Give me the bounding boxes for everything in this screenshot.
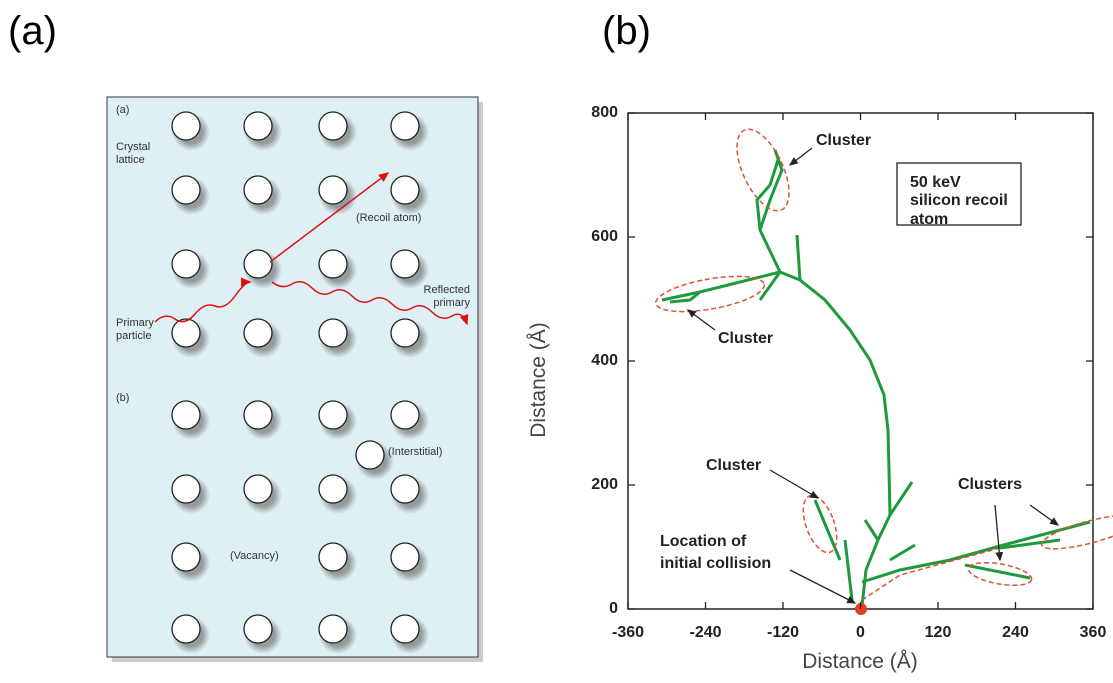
x-tick-label: 120 — [925, 624, 952, 641]
track — [797, 235, 800, 280]
section-label: (b) — [116, 392, 129, 405]
atom — [319, 615, 347, 643]
atom — [172, 250, 200, 278]
atom — [391, 401, 419, 429]
atom — [244, 475, 272, 503]
atom — [319, 250, 347, 278]
x-axis-label: Distance (Å) — [802, 650, 918, 673]
track — [760, 150, 782, 230]
atom — [244, 319, 272, 347]
annotation: Clusters — [958, 476, 1022, 494]
atom — [391, 543, 419, 571]
track — [865, 520, 878, 540]
y-tick-label: 600 — [591, 228, 618, 245]
cluster-outline — [967, 559, 1034, 590]
track — [845, 540, 852, 600]
atom — [172, 475, 200, 503]
atom — [172, 319, 200, 347]
recoil-label: (Recoil atom) — [356, 212, 421, 225]
atom — [391, 475, 419, 503]
interstitial-label: (Interstitial) — [388, 446, 442, 459]
atom — [319, 112, 347, 140]
y-tick-label: 0 — [609, 600, 618, 617]
cluster-outline — [653, 270, 767, 319]
y-axis-label: Distance (Å) — [527, 322, 550, 438]
y-tick-label: 800 — [591, 104, 618, 121]
panel-label: (b) — [602, 8, 651, 54]
pointer — [688, 310, 715, 330]
panel-label: (a) — [8, 8, 57, 54]
annotation: Cluster — [706, 457, 761, 475]
x-tick-label: 0 — [856, 624, 865, 641]
figure: Distance (Å) Distance (Å) -360 -240 -120 0 1… — [0, 0, 1113, 683]
annotation: Cluster — [718, 330, 773, 348]
atom — [391, 112, 419, 140]
atom — [319, 176, 347, 204]
figure-graphics: Distance (Å) Distance (Å) -360 -240 -120 0 1… — [0, 0, 1113, 683]
primary-label: Primary particle — [116, 317, 166, 342]
atom — [244, 615, 272, 643]
atom — [319, 475, 347, 503]
y-tick-label: 400 — [591, 352, 618, 369]
lattice-label: Crystal lattice — [116, 141, 166, 166]
info-box-text: 50 keV silicon recoil atom — [910, 174, 1010, 229]
pointer — [770, 470, 818, 498]
atom — [319, 319, 347, 347]
cluster-outline — [797, 491, 844, 557]
x-tick-label: -240 — [689, 624, 721, 641]
pointer — [790, 148, 812, 165]
y-tick-label: 200 — [591, 476, 618, 493]
atom — [244, 112, 272, 140]
cluster-outline — [726, 122, 799, 219]
atom — [391, 176, 419, 204]
atom — [172, 176, 200, 204]
atom — [244, 176, 272, 204]
track — [890, 545, 915, 560]
annotation: Cluster — [816, 132, 871, 150]
section-label: (a) — [116, 104, 129, 117]
atom — [391, 615, 419, 643]
atom — [172, 615, 200, 643]
atom — [172, 112, 200, 140]
x-tick-label: -120 — [767, 624, 799, 641]
atom — [244, 401, 272, 429]
atom — [244, 250, 272, 278]
track — [890, 482, 912, 515]
pointer — [995, 505, 1000, 560]
atom — [319, 543, 347, 571]
reflected-label: Reflected primary — [410, 284, 470, 309]
x-tick-label: 360 — [1080, 624, 1107, 641]
atom — [356, 441, 384, 469]
vacancy-label: (Vacancy) — [230, 550, 279, 563]
x-tick-label: -360 — [612, 624, 644, 641]
pointer — [790, 570, 855, 603]
pointer — [1030, 505, 1058, 525]
atom — [319, 401, 347, 429]
atom — [391, 319, 419, 347]
atom — [391, 250, 419, 278]
x-tick-label: 240 — [1002, 624, 1029, 641]
atom — [172, 401, 200, 429]
atom — [172, 543, 200, 571]
annotation: Location of initial collision — [660, 531, 790, 575]
track — [862, 522, 1090, 582]
